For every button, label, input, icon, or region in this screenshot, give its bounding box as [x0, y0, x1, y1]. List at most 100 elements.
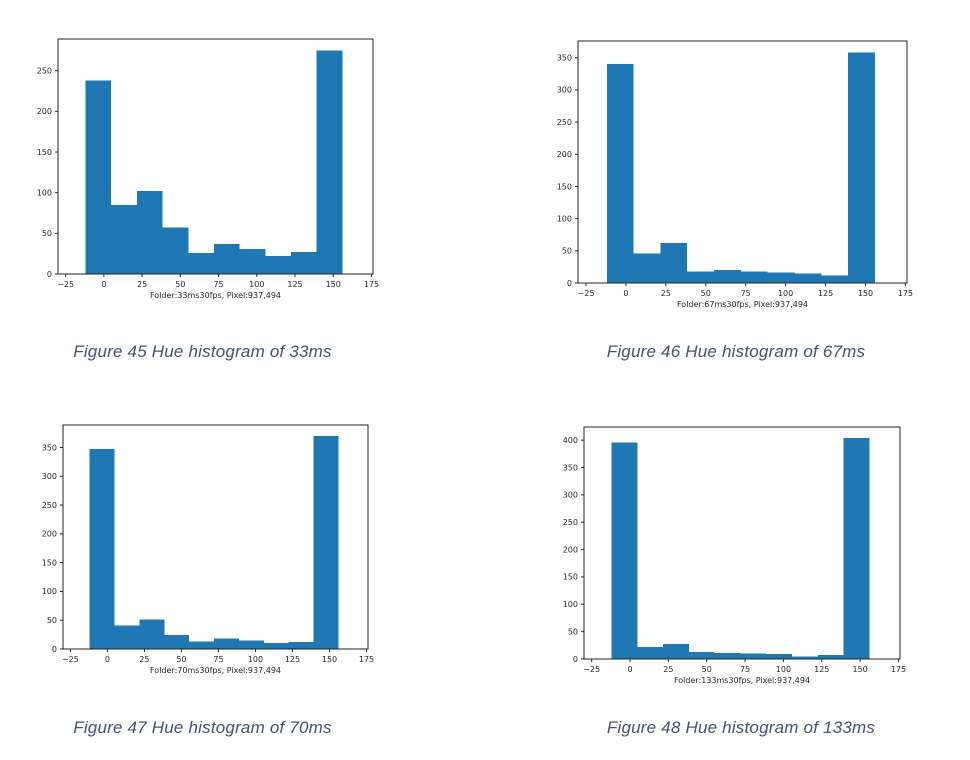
x-axis-label: Folder:70ms30fps, Pixel:937,494 [150, 666, 281, 675]
figure-45: −25 0 25 50 75 100 125 150 175 0 50 100 150 200 250 Fol… [10, 6, 395, 304]
x-tick-label: 100 [249, 280, 264, 289]
x-tick-label: 125 [814, 665, 829, 674]
histogram-bar [843, 437, 870, 659]
y-tick-label: 100 [42, 587, 57, 596]
x-tick-label: 175 [898, 289, 913, 298]
plot-frame [57, 38, 374, 275]
histogram-bar [85, 80, 112, 274]
figure-47: −25 0 25 50 75 100 125 150 175 0 50 100 150 200 250 300… [10, 398, 395, 679]
figure-45-histogram-chart: −25 0 25 50 75 100 125 150 175 0 50 100 150 200 250 Fol… [37, 38, 379, 300]
y-tick-label: 200 [557, 150, 572, 159]
y-tick-label: 250 [42, 501, 57, 510]
y-tick-label: 350 [42, 443, 57, 452]
x-tick-label: 100 [776, 665, 791, 674]
histogram-bar [188, 252, 214, 274]
figure-48: −25 0 25 50 75 100 125 150 175 0 50 100 150 200 250 300… [546, 398, 936, 689]
figure-46: −25 0 25 50 75 100 125 150 175 0 50 100 150 200 250 300… [542, 6, 930, 313]
histogram-bar [606, 64, 634, 283]
figure-47-histogram-chart: −25 0 25 50 75 100 125 150 175 0 50 100 150 200 250 300… [42, 424, 374, 675]
x-tick-label: 150 [322, 655, 337, 664]
histogram-bar [767, 272, 795, 283]
x-axis-label: Folder:33ms30fps, Pixel:937,494 [150, 291, 281, 300]
histogram-bar [663, 644, 689, 659]
y-tick-label: 0 [52, 645, 57, 654]
x-tick-label: 50 [175, 280, 185, 289]
x-axis-label: Folder:67ms30fps, Pixel:937,494 [677, 300, 808, 309]
y-tick-label: 50 [562, 247, 572, 256]
y-tick-label: 150 [37, 148, 52, 157]
x-tick-label: 25 [663, 665, 673, 674]
x-tick-label: 50 [701, 289, 711, 298]
histogram-bar [238, 640, 264, 649]
x-tick-label: −25 [578, 289, 595, 298]
x-tick-label: 150 [326, 280, 341, 289]
histogram-bar [111, 204, 137, 274]
x-tick-label: 125 [287, 280, 302, 289]
x-tick-label: 0 [623, 289, 628, 298]
histogram-bar [687, 271, 715, 283]
y-tick-label: 0 [47, 270, 52, 279]
y-tick-label: 400 [563, 436, 578, 445]
histogram-bar [189, 641, 215, 649]
histogram-bar [633, 253, 661, 283]
x-tick-label: 0 [101, 280, 106, 289]
y-tick-label: 200 [37, 107, 52, 116]
y-tick-label: 100 [37, 188, 52, 197]
x-tick-label: 100 [778, 289, 793, 298]
y-tick-label: 50 [42, 229, 52, 238]
y-tick-label: 0 [573, 655, 578, 664]
y-tick-label: 200 [563, 545, 578, 554]
y-tick-label: 150 [563, 573, 578, 582]
histogram-bar [714, 270, 741, 283]
x-tick-label: −25 [583, 665, 600, 674]
x-tick-label: 25 [661, 289, 671, 298]
x-tick-label: 25 [137, 280, 147, 289]
histogram-bar [139, 619, 165, 649]
histogram-bar [265, 256, 292, 274]
x-tick-label: 75 [213, 655, 223, 664]
x-tick-label: −25 [57, 280, 74, 289]
x-tick-label: 175 [891, 665, 906, 674]
plot-frame [62, 424, 369, 650]
y-tick-label: 300 [42, 472, 57, 481]
histogram-bar [821, 275, 849, 283]
y-tick-label: 350 [563, 463, 578, 472]
histogram-bar [848, 52, 876, 284]
figure-47-caption: Figure 47 Hue histogram of 70ms [73, 718, 332, 737]
histogram-bar [740, 271, 768, 283]
y-tick-label: 100 [563, 600, 578, 609]
x-tick-label: 150 [858, 289, 873, 298]
histogram-bar [714, 652, 741, 659]
y-tick-label: 300 [557, 86, 572, 95]
y-tick-label: 150 [557, 182, 572, 191]
x-tick-label: 125 [818, 289, 833, 298]
x-tick-label: 75 [213, 280, 223, 289]
y-tick-label: 100 [557, 214, 572, 223]
histogram-bar [316, 50, 343, 274]
figure-45-caption: Figure 45 Hue histogram of 33ms [73, 342, 332, 361]
x-tick-label: 50 [176, 655, 186, 664]
histogram-bar [766, 654, 793, 659]
x-tick-label: −25 [62, 655, 79, 664]
plot-frame [583, 426, 901, 660]
y-tick-label: 250 [37, 67, 52, 76]
histogram-bar [114, 625, 140, 649]
x-tick-label: 75 [741, 289, 751, 298]
x-tick-label: 50 [702, 665, 712, 674]
figure-46-histogram-chart: −25 0 25 50 75 100 125 150 175 0 50 100 150 200 250 300… [557, 40, 913, 309]
x-tick-label: 0 [627, 665, 632, 674]
x-axis-label: Folder:133ms30fps, Pixel:937,494 [674, 676, 810, 685]
x-tick-label: 0 [105, 655, 110, 664]
x-tick-label: 125 [285, 655, 300, 664]
histogram-bar [164, 635, 190, 649]
y-tick-label: 50 [568, 627, 578, 636]
figure-48-histogram-chart: −25 0 25 50 75 100 125 150 175 0 50 100 150 200 250 300… [563, 426, 906, 685]
y-tick-label: 200 [42, 530, 57, 539]
histogram-bar [89, 449, 115, 649]
y-tick-label: 300 [563, 491, 578, 500]
figure-48-caption: Figure 48 Hue histogram of 133ms [606, 718, 876, 737]
histogram-bar [239, 248, 266, 274]
histogram-bar [162, 227, 189, 274]
histogram-bar [688, 651, 715, 659]
